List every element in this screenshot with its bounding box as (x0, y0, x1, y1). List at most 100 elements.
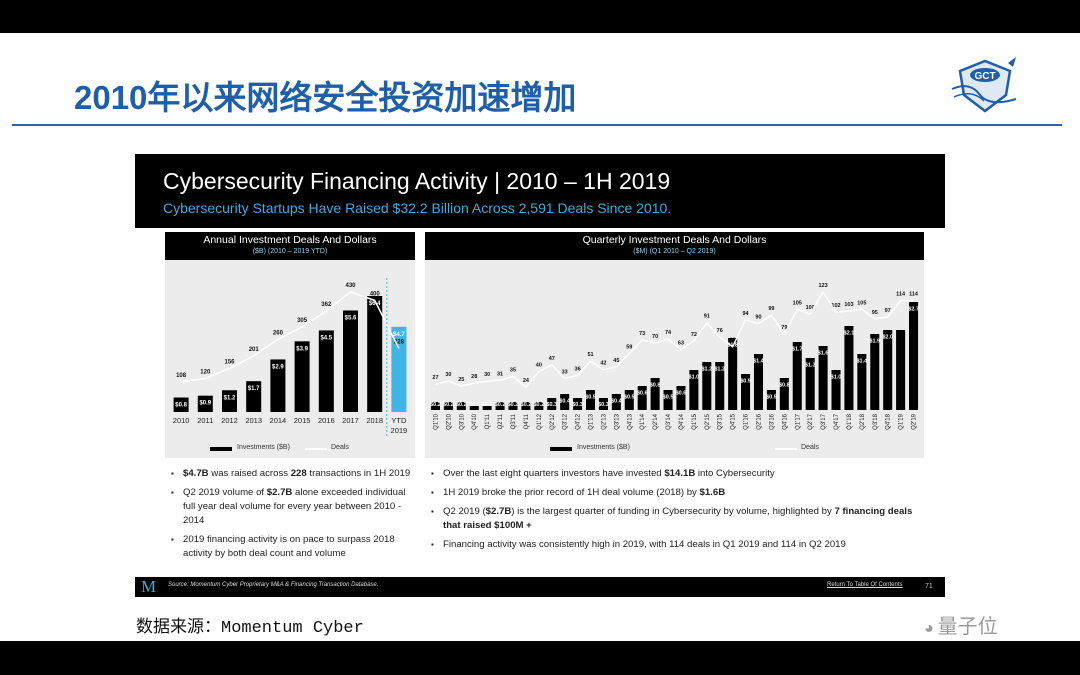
bar-value-label: $0.3 (546, 402, 557, 408)
bar-value-label: $6.4 (369, 301, 381, 307)
annual-bullet: $4.7B was raised across 228 transactions… (169, 467, 419, 481)
bar-value-label: $0.4 (559, 399, 571, 405)
x-tick-label: Q4'18 (886, 413, 892, 429)
page-number: 71 (925, 583, 933, 590)
x-tick-label: Q3'18 (873, 413, 879, 429)
investment-bar (896, 330, 906, 410)
x-tick-label: 2013 (245, 416, 262, 425)
x-tick-label: 2019 (391, 426, 408, 435)
bar-value-label: $0.5 (585, 395, 596, 401)
deal-count-label: 45 (613, 358, 619, 364)
return-to-toc-link[interactable]: Return To Table Of Contents (827, 582, 903, 588)
annual-chart-box: Annual Investment Deals And Dollars ($B)… (165, 232, 415, 458)
deal-count-label: 114 (896, 292, 906, 298)
bar-value-label: $4.7 (393, 332, 405, 338)
investment-bar (508, 402, 518, 410)
investment-bar (702, 362, 712, 410)
deal-count-label: 72 (691, 332, 697, 338)
title-divider (12, 124, 1062, 126)
investment-bar (270, 359, 286, 412)
deal-count-label: 102 (831, 303, 840, 309)
deal-count-label: 100 (806, 305, 815, 311)
data-source-note: 数据来源：Momentum Cyber (136, 619, 364, 638)
x-tick-label: Q3'16 (769, 413, 775, 429)
x-tick-label: Q4'13 (627, 413, 633, 429)
deal-count-label: 30 (484, 372, 490, 378)
slide: 2010年以来网络安全投资加速增加 GCT Cybersecurity Fina… (0, 33, 1080, 641)
deal-count-label: 25 (458, 377, 464, 383)
investment-bar (469, 406, 479, 410)
x-tick-label: Q1'15 (692, 413, 698, 429)
quarterly-legend: Investments ($B) Deals (425, 442, 924, 456)
wechat-icon: ◕ (924, 620, 934, 637)
deal-count-label: 24 (523, 378, 530, 384)
x-tick-label: Q4'16 (782, 413, 788, 429)
bar-value-label: $0.3 (572, 402, 583, 408)
deal-count-label: 94 (743, 311, 750, 317)
x-tick-label: Q4'12 (576, 413, 582, 429)
deal-count-label: 99 (768, 306, 774, 312)
bar-value-label: $0.2 (495, 402, 506, 408)
investment-bar (294, 341, 310, 412)
x-tick-label: Q2'19 (912, 413, 918, 429)
x-tick-label: 2014 (270, 416, 287, 425)
deal-count-label: 28 (471, 374, 477, 380)
investment-bar (637, 386, 647, 410)
x-tick-label: 2012 (221, 416, 238, 425)
deal-count-label: 30 (445, 372, 451, 378)
deal-count-label: 105 (793, 300, 802, 306)
investment-bar (521, 402, 531, 410)
investment-bar (456, 402, 466, 410)
bar-value-label: $0.5 (766, 395, 777, 401)
quarterly-bullet: Over the last eight quarters investors h… (429, 467, 929, 481)
annual-bullet: Q2 2019 volume of $2.7B alone exceeded i… (169, 486, 419, 528)
x-tick-label: 2010 (173, 416, 190, 425)
bar-value-label: $0.1 (469, 402, 480, 408)
deal-count-label: 76 (717, 328, 723, 334)
legend-line-swatch (775, 448, 797, 450)
x-tick-label: Q3'12 (563, 413, 569, 429)
bar-value-label: $0.6 (637, 391, 648, 397)
investment-bar (547, 398, 557, 410)
bar-value-label: $0.9 (740, 379, 751, 385)
x-tick-label: YTD (391, 416, 407, 425)
deal-count-label: 66 (730, 338, 736, 344)
legend-line-label: Deals (331, 444, 349, 451)
bar-value-label: $0.8 (650, 383, 661, 389)
x-tick-label: Q1'10 (433, 413, 439, 429)
investment-bar (650, 378, 660, 410)
x-tick-label: Q1'16 (744, 413, 750, 429)
bar-value-label: $1.0 (689, 375, 700, 381)
bar-value-label: $1.2 (701, 367, 712, 373)
investment-bar (766, 390, 776, 410)
x-tick-label: Q4'17 (834, 413, 840, 429)
investment-bar (870, 334, 880, 410)
bar-value-label: $1.7 (248, 386, 260, 392)
deal-count-label: 40 (536, 363, 542, 369)
deal-count-label: 31 (497, 371, 503, 377)
x-tick-label: Q1'17 (795, 413, 801, 429)
momentum-logo: M (141, 577, 157, 596)
deal-count-label: 73 (639, 331, 645, 337)
footer-source: Source: Momentum Cyber Proprietary M&A &… (168, 582, 379, 588)
investment-bar (221, 390, 238, 412)
deal-count-label: 430 (345, 283, 356, 289)
legend-bar-swatch (210, 447, 232, 451)
watermark-text: 量子位 (937, 616, 998, 638)
x-tick-label: Q3'10 (459, 413, 465, 429)
investment-bar (624, 390, 634, 410)
investment-bar (909, 302, 919, 410)
deal-count-label: 42 (600, 361, 606, 367)
investment-bar (246, 381, 262, 412)
deal-count-label: 103 (844, 302, 853, 308)
investment-bar (857, 354, 867, 410)
x-tick-label: Q2'16 (756, 413, 762, 429)
bar-value-label: $1.2 (714, 367, 725, 373)
report-panel: Cybersecurity Financing Activity | 2010 … (135, 154, 945, 597)
investment-bar (779, 378, 789, 410)
deal-count-label: 51 (587, 352, 593, 358)
bar-value-label: $1.0 (831, 375, 842, 381)
x-tick-label: Q3'13 (614, 413, 620, 429)
investment-bar (443, 402, 453, 410)
investment-bar (611, 394, 621, 410)
